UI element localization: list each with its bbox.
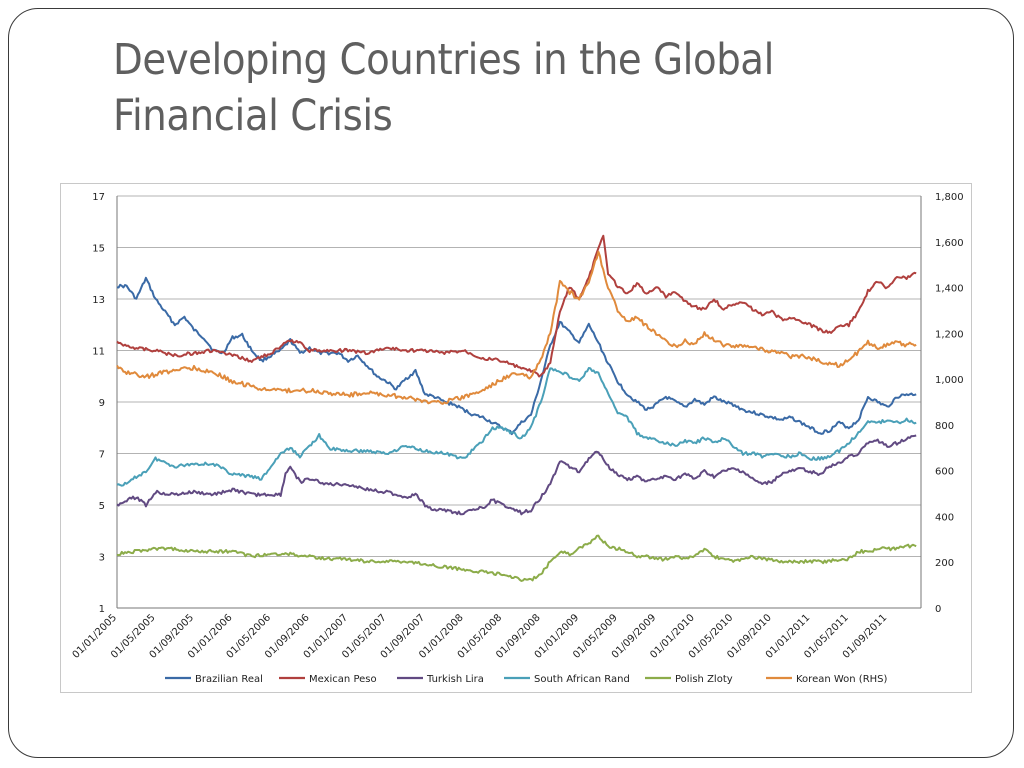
y-left-tick-label: 3 (99, 553, 105, 564)
series-line-mexican-peso (116, 234, 917, 378)
legend-label: Brazilian Real (195, 674, 263, 685)
y-right-tick-label: 1,000 (935, 375, 964, 386)
y-left-tick-label: 15 (92, 244, 105, 255)
y-right-tick-label: 1,400 (935, 284, 964, 295)
legend-label: Polish Zloty (675, 674, 733, 685)
series-line-korean-won-rhs (116, 250, 917, 405)
y-right-tick-label: 1,800 (935, 192, 964, 203)
legend-label: Turkish Lira (426, 674, 484, 685)
slide-title: Developing Countries in the Global Finan… (113, 35, 774, 141)
series-line-south-african-rand (116, 367, 917, 487)
y-right-tick-label: 1,600 (935, 238, 964, 249)
y-right-tick-label: 0 (935, 604, 941, 615)
legend-label: South African Rand (534, 674, 630, 685)
y-right-tick-label: 1,200 (935, 329, 964, 340)
line-chart: 135791113151702004006008001,0001,2001,40… (71, 192, 964, 685)
gridlines (117, 195, 921, 609)
y-right-tick-label: 800 (935, 421, 954, 432)
legend-label: Mexican Peso (309, 674, 377, 685)
y-left-tick-label: 5 (99, 501, 105, 512)
y-right-tick-label: 600 (935, 467, 954, 478)
y-left-tick-label: 17 (92, 192, 105, 203)
y-right-tick-label: 400 (935, 512, 954, 523)
y-left-tick-label: 1 (99, 604, 105, 615)
legend: Brazilian Real Mexican Peso Turkish Lira So… (165, 674, 888, 685)
series-line-polish-zloty (116, 534, 917, 582)
series-line-turkish-lira (116, 434, 917, 516)
chart-container: 1 3 5 7 9 11 13 15 17 0 200 400 600 800 1,000 1,200 1,40… (60, 183, 972, 693)
legend-label: Korean Won (RHS) (796, 674, 888, 685)
y-left-tick-label: 13 (92, 295, 105, 306)
y-left-tick-label: 9 (99, 398, 105, 409)
y-left-tick-label: 7 (99, 450, 105, 461)
y-left-tick-label: 11 (92, 347, 105, 358)
series-line-brazilian-real (116, 276, 917, 436)
y-right-tick-label: 200 (935, 558, 954, 569)
series-lines (116, 234, 917, 582)
